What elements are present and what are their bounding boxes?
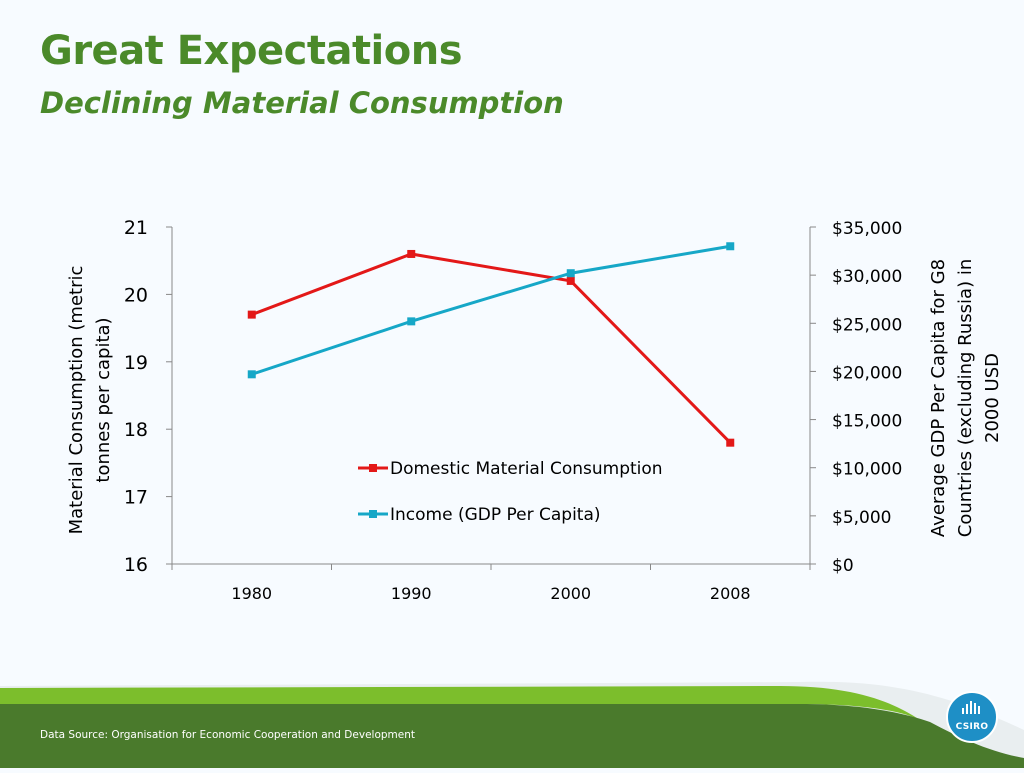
data-point [566, 269, 575, 278]
series-line-1 [251, 244, 731, 376]
data-point [726, 242, 735, 251]
right-tick-label: $5,000 [832, 508, 891, 528]
left-tick-label: 20 [124, 284, 148, 306]
left-axis-title: Material Consumption (metric [66, 266, 87, 535]
data-point [407, 317, 416, 326]
legend-label: Income (GDP Per Capita) [390, 505, 601, 525]
right-axis-title: 2000 USD [982, 353, 1003, 443]
right-tick-label: $30,000 [832, 267, 902, 287]
footer-swoosh [0, 681, 1024, 768]
right-tick-label: $0 [832, 556, 854, 576]
x-tick-label: 1990 [391, 584, 432, 603]
legend-marker [369, 464, 377, 472]
data-point [407, 249, 416, 258]
right-tick-label: $10,000 [832, 460, 902, 480]
right-axis-title: Countries (excluding Russia) in [955, 259, 976, 537]
legend-marker [369, 510, 377, 518]
logo-text: CSIRO [955, 722, 989, 732]
left-tick-label: 16 [124, 554, 148, 576]
right-tick-label: $25,000 [832, 315, 902, 335]
left-axis-title: tonnes per capita) [93, 317, 114, 482]
data-point [247, 310, 256, 319]
logo-bars-icon [962, 701, 980, 714]
footer-band [0, 660, 1024, 768]
data-point [247, 370, 256, 379]
right-tick-label: $35,000 [832, 219, 902, 239]
x-tick-label: 2000 [550, 584, 591, 603]
right-axis-title: Average GDP Per Capita for G8 [928, 259, 949, 537]
x-tick-label: 1980 [231, 584, 272, 603]
data-source-note: Data Source: Organisation for Economic C… [40, 729, 415, 741]
data-point [566, 276, 575, 285]
left-tick-label: 18 [124, 419, 148, 441]
x-tick-label: 2008 [710, 584, 751, 603]
slide-subtitle: Declining Material Consumption [40, 86, 564, 120]
left-tick-label: 17 [124, 487, 148, 509]
right-tick-label: $15,000 [832, 412, 902, 432]
slide-title: Great Expectations [40, 28, 463, 74]
data-point [726, 438, 735, 447]
left-tick-label: 19 [124, 352, 148, 374]
left-tick-label: 21 [124, 217, 148, 239]
series-line-0 [251, 252, 732, 444]
chart: 16 17 18 19 20 21 $0 $5,000 $10,000 $15,000 $20,00… [66, 217, 1003, 603]
csiro-logo: CSIRO [946, 691, 998, 743]
right-tick-label: $20,000 [832, 363, 902, 383]
legend-label: Domestic Material Consumption [390, 459, 663, 479]
